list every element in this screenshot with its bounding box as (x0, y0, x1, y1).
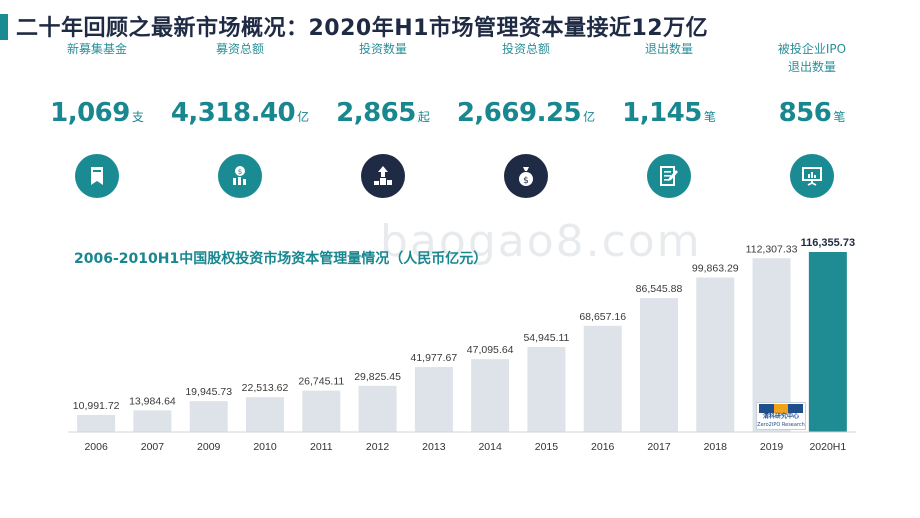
bar-2020H1 (808, 252, 847, 432)
bar-2014 (471, 359, 510, 432)
kpi-card: 退出数量 1,145 笔 (599, 40, 739, 210)
kpi-label: 退出数量 (644, 42, 693, 56)
research-stamp: 清科研究中心 Zero2IPO Research (756, 402, 806, 430)
x-tick-label: 2009 (197, 441, 221, 453)
data-label: 86,545.88 (636, 283, 683, 295)
kpi-card: 新募集基金 1,069 支 (27, 40, 167, 210)
kpi-value: 1,069 (50, 98, 130, 128)
svg-text:$: $ (523, 176, 529, 186)
podium-growth-icon (361, 154, 405, 198)
data-label: 26,745.11 (298, 376, 344, 388)
kpi-value-row: 2,865 起 (313, 98, 453, 128)
data-label: 22,513.62 (242, 382, 289, 394)
data-label: 47,095.64 (467, 344, 514, 356)
kpi-unit: 亿 (297, 110, 310, 124)
x-tick-label: 2017 (647, 441, 671, 453)
bar-2011 (302, 390, 341, 432)
svg-text:$: $ (238, 168, 242, 176)
zero2ipo-logo (759, 403, 804, 413)
stamp-text-cn: 清科研究中心 (762, 412, 799, 420)
data-label: 54,945.11 (523, 332, 569, 344)
x-tick-label: 2013 (422, 441, 446, 453)
bar-2006 (77, 414, 116, 432)
data-label: 41,977.67 (410, 352, 457, 364)
bar-2017 (640, 298, 678, 432)
kpi-label: 新募集基金 (66, 42, 127, 56)
x-tick-label: 2020H1 (809, 441, 846, 453)
x-tick-label: 2007 (141, 441, 165, 453)
presentation-chart-icon (790, 154, 834, 198)
kpi-card: 投资数量 2,865 起 (313, 40, 453, 210)
bar-2010 (246, 397, 284, 432)
kpi-label: 募资总额 (215, 42, 264, 56)
kpi-unit: 起 (417, 110, 430, 124)
bookmark-icon (75, 154, 119, 198)
kpi-label: 投资总额 (501, 42, 550, 56)
kpi-value-row: 1,069 支 (27, 98, 167, 128)
data-label: 19,945.73 (185, 386, 232, 398)
x-tick-label: 2012 (366, 441, 390, 453)
x-tick-label: 2014 (478, 441, 502, 453)
bar-2018 (696, 277, 735, 432)
kpi-value: 2,865 (336, 98, 416, 128)
kpi-value: 856 (778, 98, 832, 128)
data-label: 29,825.45 (354, 371, 401, 383)
kpi-label: 投资数量 (358, 42, 407, 56)
kpi-value: 1,145 (622, 98, 702, 128)
stamp-text-en: Zero2IPO Research (757, 421, 805, 428)
checklist-pen-icon (647, 154, 691, 198)
bar-2013 (414, 367, 453, 432)
bar-2007 (133, 410, 172, 432)
kpi-card: 募资总额 4,318.40 亿 $ (170, 40, 310, 210)
kpi-unit: 笔 (833, 110, 846, 124)
kpi-value-row: 856 笔 (742, 98, 882, 128)
x-tick-label: 2018 (704, 441, 728, 453)
bar-2012 (358, 385, 397, 432)
x-tick-label: 2015 (535, 441, 559, 453)
kpi-card: 投资总额 2,669.25 亿 $ (456, 40, 596, 210)
chart-title: 2006-2010H1中国股权投资市场资本管理量情况（人民币亿元） (74, 251, 488, 267)
kpi-unit: 支 (131, 110, 144, 124)
kpi-card: 被投企业IPO退出数量 856 笔 (742, 40, 882, 210)
x-tick-label: 2016 (591, 441, 615, 453)
kpi-label: 被投企业IPO退出数量 (777, 42, 847, 74)
data-label: 116,355.73 (801, 237, 855, 249)
x-tick-label: 2011 (310, 441, 333, 453)
title-accent-bar (0, 14, 8, 40)
x-tick-label: 2010 (253, 441, 277, 453)
kpi-value-row: 1,145 笔 (599, 98, 739, 128)
bar-2015 (527, 347, 566, 432)
bar-2016 (583, 325, 622, 432)
data-label: 99,863.29 (692, 263, 739, 275)
kpi-value-row: 2,669.25 亿 (456, 98, 596, 128)
bar-2009 (189, 401, 228, 432)
kpi-unit: 笔 (703, 110, 716, 124)
kpi-value: 4,318.40 (170, 98, 296, 128)
coin-bars-icon: $ (218, 154, 262, 198)
money-bag-icon: $ (504, 154, 548, 198)
kpi-value: 2,669.25 (456, 98, 582, 128)
data-label: 13,984.64 (129, 395, 176, 407)
data-label: 68,657.16 (579, 311, 626, 323)
x-tick-label: 2019 (760, 441, 784, 453)
x-tick-label: 2006 (84, 441, 108, 453)
data-label: 10,991.72 (73, 400, 120, 412)
kpi-value-row: 4,318.40 亿 (170, 98, 310, 128)
data-label: 112,307.33 (746, 243, 798, 255)
page-title: 二十年回顾之最新市场概况：2020年H1市场管理资本量接近12万亿 (16, 16, 709, 41)
kpi-unit: 亿 (583, 110, 596, 124)
